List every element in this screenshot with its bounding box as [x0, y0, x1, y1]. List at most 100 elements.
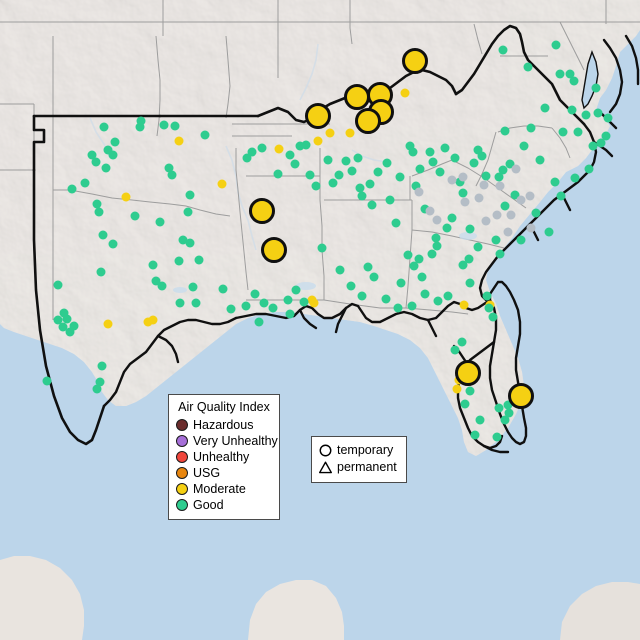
monitoring-site-good[interactable] [601, 131, 611, 141]
monitoring-site-moderate[interactable] [261, 237, 287, 263]
monitoring-site-good[interactable] [130, 211, 140, 221]
legend-item-usg[interactable]: USG [176, 465, 272, 481]
monitoring-site-good[interactable] [347, 166, 357, 176]
monitoring-site-good[interactable] [136, 116, 146, 126]
monitoring-site-no-data[interactable] [474, 193, 484, 203]
monitoring-site-no-data[interactable] [503, 227, 513, 237]
monitoring-site-no-data[interactable] [479, 180, 489, 190]
monitoring-site-good[interactable] [291, 285, 301, 295]
monitoring-site-good[interactable] [373, 167, 383, 177]
monitoring-site-good[interactable] [475, 415, 485, 425]
monitoring-site-good[interactable] [494, 403, 504, 413]
monitoring-site-good[interactable] [591, 83, 601, 93]
monitoring-site-good[interactable] [96, 267, 106, 277]
monitoring-site-good[interactable] [443, 291, 453, 301]
monitoring-site-good[interactable] [500, 201, 510, 211]
monitoring-site-good[interactable] [226, 304, 236, 314]
monitoring-site-no-data[interactable] [492, 210, 502, 220]
monitoring-site-moderate[interactable] [305, 103, 331, 129]
monitoring-site-good[interactable] [458, 188, 468, 198]
monitoring-site-good[interactable] [540, 103, 550, 113]
monitoring-site-good[interactable] [457, 337, 467, 347]
legend-item-hazardous[interactable]: Hazardous [176, 417, 272, 433]
monitoring-site-good[interactable] [516, 235, 526, 245]
monitoring-site-good[interactable] [488, 312, 498, 322]
monitoring-site-good[interactable] [257, 143, 267, 153]
monitoring-site-good[interactable] [395, 172, 405, 182]
monitoring-site-good[interactable] [447, 213, 457, 223]
monitoring-site-good[interactable] [53, 315, 63, 325]
monitoring-site-good[interactable] [428, 157, 438, 167]
monitoring-site-good[interactable] [596, 138, 606, 148]
monitoring-site-good[interactable] [469, 158, 479, 168]
monitoring-site-moderate[interactable] [452, 384, 462, 394]
monitoring-site-good[interactable] [353, 153, 363, 163]
monitoring-site-moderate[interactable] [143, 317, 153, 327]
monitoring-site-good[interactable] [385, 195, 395, 205]
monitoring-site-moderate[interactable] [455, 360, 481, 386]
monitoring-site-no-data[interactable] [481, 216, 491, 226]
monitoring-site-good[interactable] [80, 178, 90, 188]
monitoring-site-good[interactable] [381, 294, 391, 304]
monitoring-site-good[interactable] [470, 430, 480, 440]
monitoring-site-good[interactable] [411, 181, 421, 191]
monitoring-site-good[interactable] [408, 147, 418, 157]
monitoring-site-good[interactable] [268, 303, 278, 313]
monitoring-site-good[interactable] [565, 69, 575, 79]
monitoring-site-moderate[interactable] [121, 192, 131, 202]
monitoring-site-good[interactable] [357, 291, 367, 301]
monitoring-site-good[interactable] [110, 137, 120, 147]
monitoring-site-good[interactable] [393, 303, 403, 313]
monitoring-site-good[interactable] [101, 163, 111, 173]
monitoring-site-good[interactable] [175, 298, 185, 308]
monitoring-site-good[interactable] [556, 191, 566, 201]
monitoring-site-good[interactable] [473, 242, 483, 252]
monitoring-site-good[interactable] [442, 223, 452, 233]
monitoring-site-good[interactable] [94, 207, 104, 217]
monitoring-site-good[interactable] [159, 120, 169, 130]
monitoring-site-good[interactable] [450, 153, 460, 163]
monitoring-site-good[interactable] [323, 155, 333, 165]
monitoring-site-good[interactable] [247, 147, 257, 157]
monitoring-site-no-data[interactable] [425, 206, 435, 216]
monitoring-site-moderate[interactable] [402, 48, 428, 74]
monitoring-site-good[interactable] [495, 249, 505, 259]
monitoring-site-no-data[interactable] [506, 210, 516, 220]
monitoring-site-moderate[interactable] [217, 179, 227, 189]
monitoring-site-good[interactable] [305, 170, 315, 180]
monitoring-site-good[interactable] [403, 250, 413, 260]
monitoring-site-good[interactable] [135, 122, 145, 132]
legend-item-permanent[interactable]: permanent [318, 459, 399, 476]
monitoring-site-good[interactable] [290, 159, 300, 169]
monitoring-site-good[interactable] [405, 141, 415, 151]
monitoring-site-no-data[interactable] [495, 181, 505, 191]
monitoring-site-good[interactable] [498, 45, 508, 55]
monitoring-site-good[interactable] [425, 147, 435, 157]
monitoring-site-good[interactable] [367, 200, 377, 210]
monitoring-site-moderate[interactable] [345, 128, 355, 138]
monitoring-site-no-data[interactable] [432, 215, 442, 225]
monitoring-site-good[interactable] [523, 62, 533, 72]
monitoring-site-moderate[interactable] [274, 144, 284, 154]
monitoring-site-good[interactable] [164, 163, 174, 173]
legend-item-very-unhealthy[interactable]: Very Unhealthy [176, 433, 278, 449]
monitoring-site-good[interactable] [409, 261, 419, 271]
monitoring-site-good[interactable] [69, 321, 79, 331]
monitoring-site-good[interactable] [191, 298, 201, 308]
monitoring-site-good[interactable] [391, 218, 401, 228]
monitoring-site-moderate[interactable] [400, 88, 410, 98]
monitoring-site-good[interactable] [174, 256, 184, 266]
monitoring-site-good[interactable] [99, 122, 109, 132]
monitoring-site-good[interactable] [417, 272, 427, 282]
monitoring-site-good[interactable] [504, 408, 514, 418]
monitoring-site-good[interactable] [435, 167, 445, 177]
monitoring-site-good[interactable] [194, 255, 204, 265]
monitoring-site-good[interactable] [535, 155, 545, 165]
monitoring-site-good[interactable] [346, 281, 356, 291]
monitoring-site-good[interactable] [285, 150, 295, 160]
monitoring-site-good[interactable] [95, 377, 105, 387]
monitoring-site-good[interactable] [283, 295, 293, 305]
monitoring-site-good[interactable] [481, 171, 491, 181]
monitoring-site-no-data[interactable] [526, 223, 536, 233]
monitoring-site-good[interactable] [482, 291, 492, 301]
